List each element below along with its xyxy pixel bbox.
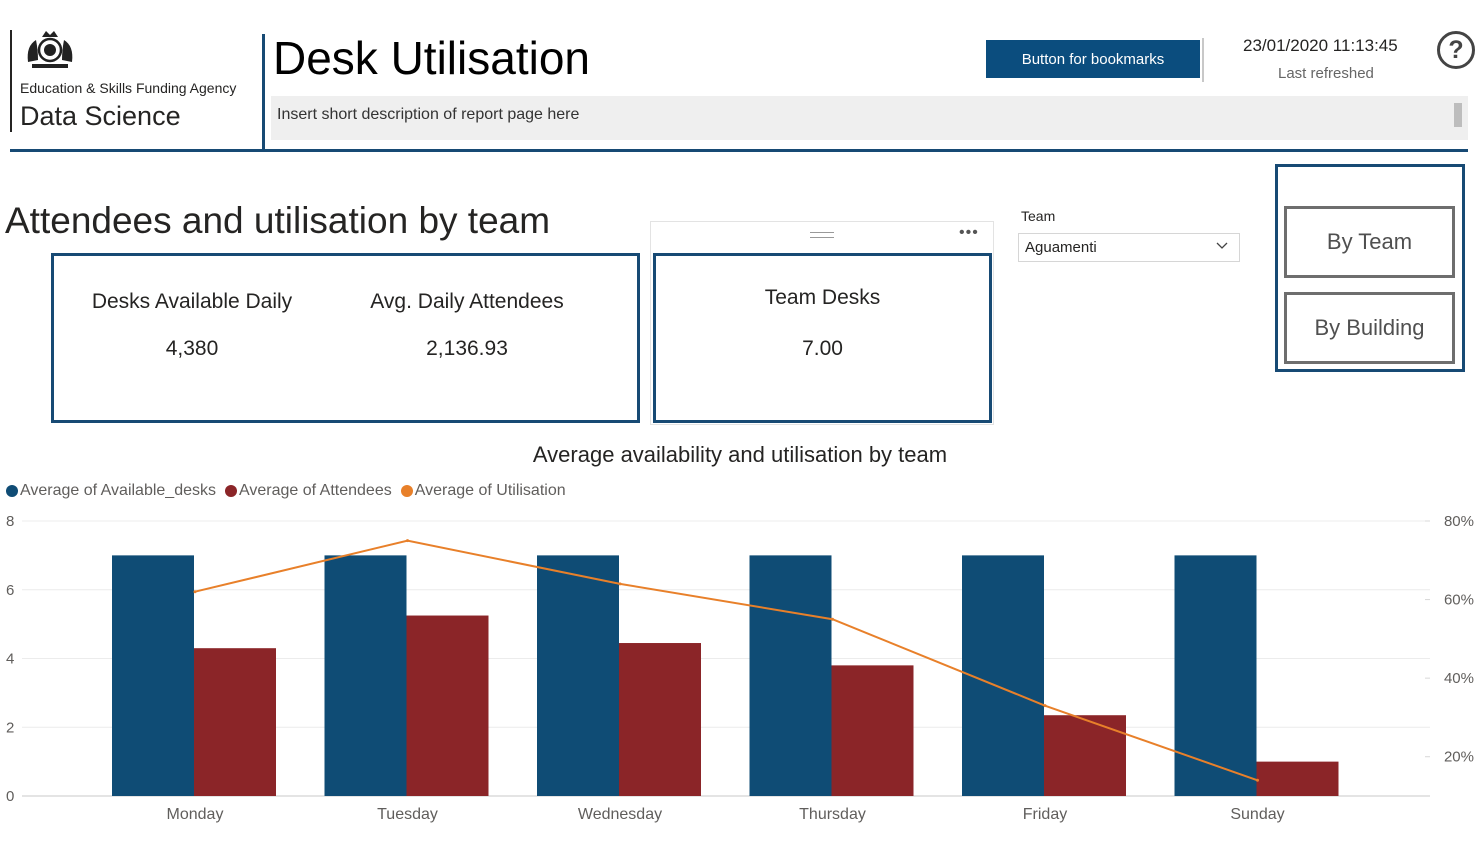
bar-available (112, 555, 194, 796)
x-tick-label: Sunday (1230, 806, 1284, 823)
royal-crest-logo (27, 31, 73, 68)
bar-available (1174, 555, 1257, 796)
kpi-card-team[interactable]: Team Desks 7.00 (653, 253, 992, 423)
by-building-button[interactable]: By Building (1284, 292, 1455, 364)
kpi-card-overall: Desks Available Daily 4,380 Avg. Daily A… (51, 253, 640, 423)
team-slicer-dropdown[interactable]: Aguamenti (1018, 233, 1240, 262)
bar-attendees (1256, 761, 1339, 796)
chart-title: Average availability and utilisation by … (532, 442, 948, 467)
desks-available-value: 4,380 (165, 337, 219, 360)
y-left-tick-label: 2 (6, 719, 14, 736)
y-left-tick-label: 8 (6, 513, 14, 530)
navigation-panel (1275, 164, 1465, 372)
legend-item-attendees[interactable]: Average of Attendees (225, 482, 392, 500)
title-divider (262, 34, 265, 150)
bar-attendees (1044, 715, 1126, 796)
y-left-tick-label: 6 (6, 582, 14, 599)
bar-attendees (619, 643, 701, 796)
visual-header (650, 221, 994, 249)
avg-attendees-value: 2,136.93 (426, 337, 508, 360)
legend-marker-attendees (225, 485, 237, 497)
y-right-tick-label: 40% (1444, 670, 1474, 687)
x-tick-label: Monday (167, 806, 224, 823)
point-utilisation (193, 590, 197, 594)
legend-label-utilisation: Average of Utilisation (414, 482, 566, 499)
team-slicer-label: Team (1021, 208, 1056, 224)
agency-name: Education & Skills Funding Agency (20, 80, 237, 96)
y-left-tick-label: 4 (6, 651, 14, 668)
point-utilisation (1043, 704, 1047, 708)
team-desks-value: 7.00 (802, 337, 843, 360)
visual-focus-frame (650, 249, 994, 425)
help-icon[interactable]: ? (1437, 31, 1475, 69)
legend-marker-utilisation (400, 485, 413, 497)
chevron-down-icon[interactable] (1216, 239, 1228, 251)
bar-available (749, 555, 832, 796)
team-desks-label: Team Desks (764, 286, 881, 309)
logo-divider (10, 30, 12, 132)
description-scrollbar[interactable] (1454, 103, 1462, 127)
refresh-timestamp: 23/01/2020 11:13:45 (1243, 36, 1398, 55)
y-right-tick-label: 60% (1444, 592, 1474, 609)
header-rule (10, 149, 1468, 152)
avg-attendees-label: Avg. Daily Attendees (370, 290, 564, 313)
bar-available (324, 555, 407, 796)
y-left-tick-label: 0 (6, 788, 14, 805)
section-title: Attendees and utilisation by team (5, 200, 551, 241)
x-tick-label: Friday (1023, 806, 1067, 823)
legend-label-attendees: Average of Attendees (239, 482, 392, 499)
bar-attendees (831, 665, 914, 796)
page-title: Desk Utilisation (273, 32, 590, 84)
bar-attendees (406, 615, 489, 796)
x-tick-label: Tuesday (377, 806, 438, 823)
y-right-tick-label: 80% (1444, 513, 1474, 530)
x-tick-label: Thursday (799, 806, 866, 823)
by-team-button[interactable]: By Team (1284, 206, 1455, 278)
legend-item-available[interactable]: Average of Available_desks (6, 482, 216, 500)
legend-marker-available (6, 485, 18, 497)
x-tick-label: Wednesday (578, 806, 662, 823)
legend-label-available: Average of Available_desks (20, 482, 216, 499)
point-utilisation (1256, 778, 1259, 782)
combo-chart: 0 2 4 6 8 20% 40% 60% 80% Monday Tuesday Wednesday T… (6, 513, 1474, 823)
division-name: Data Science (20, 101, 181, 131)
bar-available (537, 555, 619, 796)
refresh-label: Last refreshed (1278, 65, 1374, 82)
point-utilisation (406, 539, 409, 543)
bar-attendees (194, 648, 276, 796)
bar-available (962, 555, 1044, 796)
desks-available-label: Desks Available Daily (91, 290, 293, 313)
legend-item-utilisation[interactable]: Average of Utilisation (400, 482, 566, 500)
description-text: Insert short description of report page … (277, 106, 580, 123)
more-options-icon[interactable]: ••• (959, 224, 979, 241)
chart-legend: Average of Available_desks Average of At… (6, 482, 575, 500)
y-right-tick-label: 20% (1444, 749, 1474, 766)
point-utilisation (831, 617, 834, 621)
button-divider (1202, 38, 1204, 82)
line-utilisation (194, 539, 1258, 782)
description-box: Insert short description of report page … (271, 96, 1468, 140)
drag-handle-icon[interactable] (810, 232, 834, 238)
bookmarks-button[interactable]: Button for bookmarks (986, 40, 1200, 78)
point-utilisation (618, 582, 622, 586)
